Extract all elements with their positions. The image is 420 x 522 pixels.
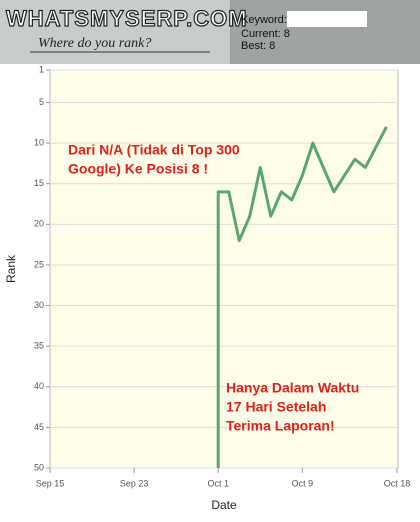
y-axis-label: Rank xyxy=(4,254,18,283)
annotation: Hanya Dalam Waktu xyxy=(226,380,359,396)
x-tick-label: Oct 1 xyxy=(207,478,229,488)
y-tick-label: 1 xyxy=(39,64,44,74)
best-rank: Best: 8 xyxy=(241,40,275,52)
tagline: Where do you rank? xyxy=(38,36,151,51)
x-tick-label: Sep 23 xyxy=(120,478,149,488)
current-rank: Current: 8 xyxy=(241,28,290,40)
annotation: Terima Laporan! xyxy=(226,418,335,434)
x-axis-label: Date xyxy=(211,498,237,512)
y-tick-label: 10 xyxy=(34,137,44,147)
y-tick-label: 40 xyxy=(34,381,44,391)
annotation: 17 Hari Setelah xyxy=(226,399,326,415)
y-tick-label: 15 xyxy=(34,178,44,188)
y-tick-label: 45 xyxy=(34,422,44,432)
x-tick-label: Sep 15 xyxy=(36,478,65,488)
plot-area xyxy=(49,69,399,469)
annotation: Dari N/A (Tidak di Top 300 xyxy=(68,142,240,158)
y-tick-label: 50 xyxy=(34,462,44,472)
y-tick-label: 35 xyxy=(34,341,44,351)
y-tick-label: 5 xyxy=(39,97,44,107)
logo-panel xyxy=(0,0,230,64)
keyword-box xyxy=(287,11,367,27)
series-line xyxy=(216,126,388,468)
x-tick-label: Oct 18 xyxy=(384,478,411,488)
y-tick-label: 30 xyxy=(34,300,44,310)
keyword-label: Keyword: xyxy=(241,14,287,26)
x-tick-label: Oct 9 xyxy=(292,478,314,488)
logo: WHATSMYSERP.COM xyxy=(6,6,248,31)
annotation: Google) Ke Posisi 8 ! xyxy=(68,161,208,177)
y-tick-label: 25 xyxy=(34,259,44,269)
y-tick-label: 20 xyxy=(34,219,44,229)
